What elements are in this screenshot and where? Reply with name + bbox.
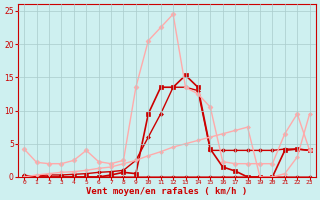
X-axis label: Vent moyen/en rafales ( km/h ): Vent moyen/en rafales ( km/h ) [86,187,248,196]
